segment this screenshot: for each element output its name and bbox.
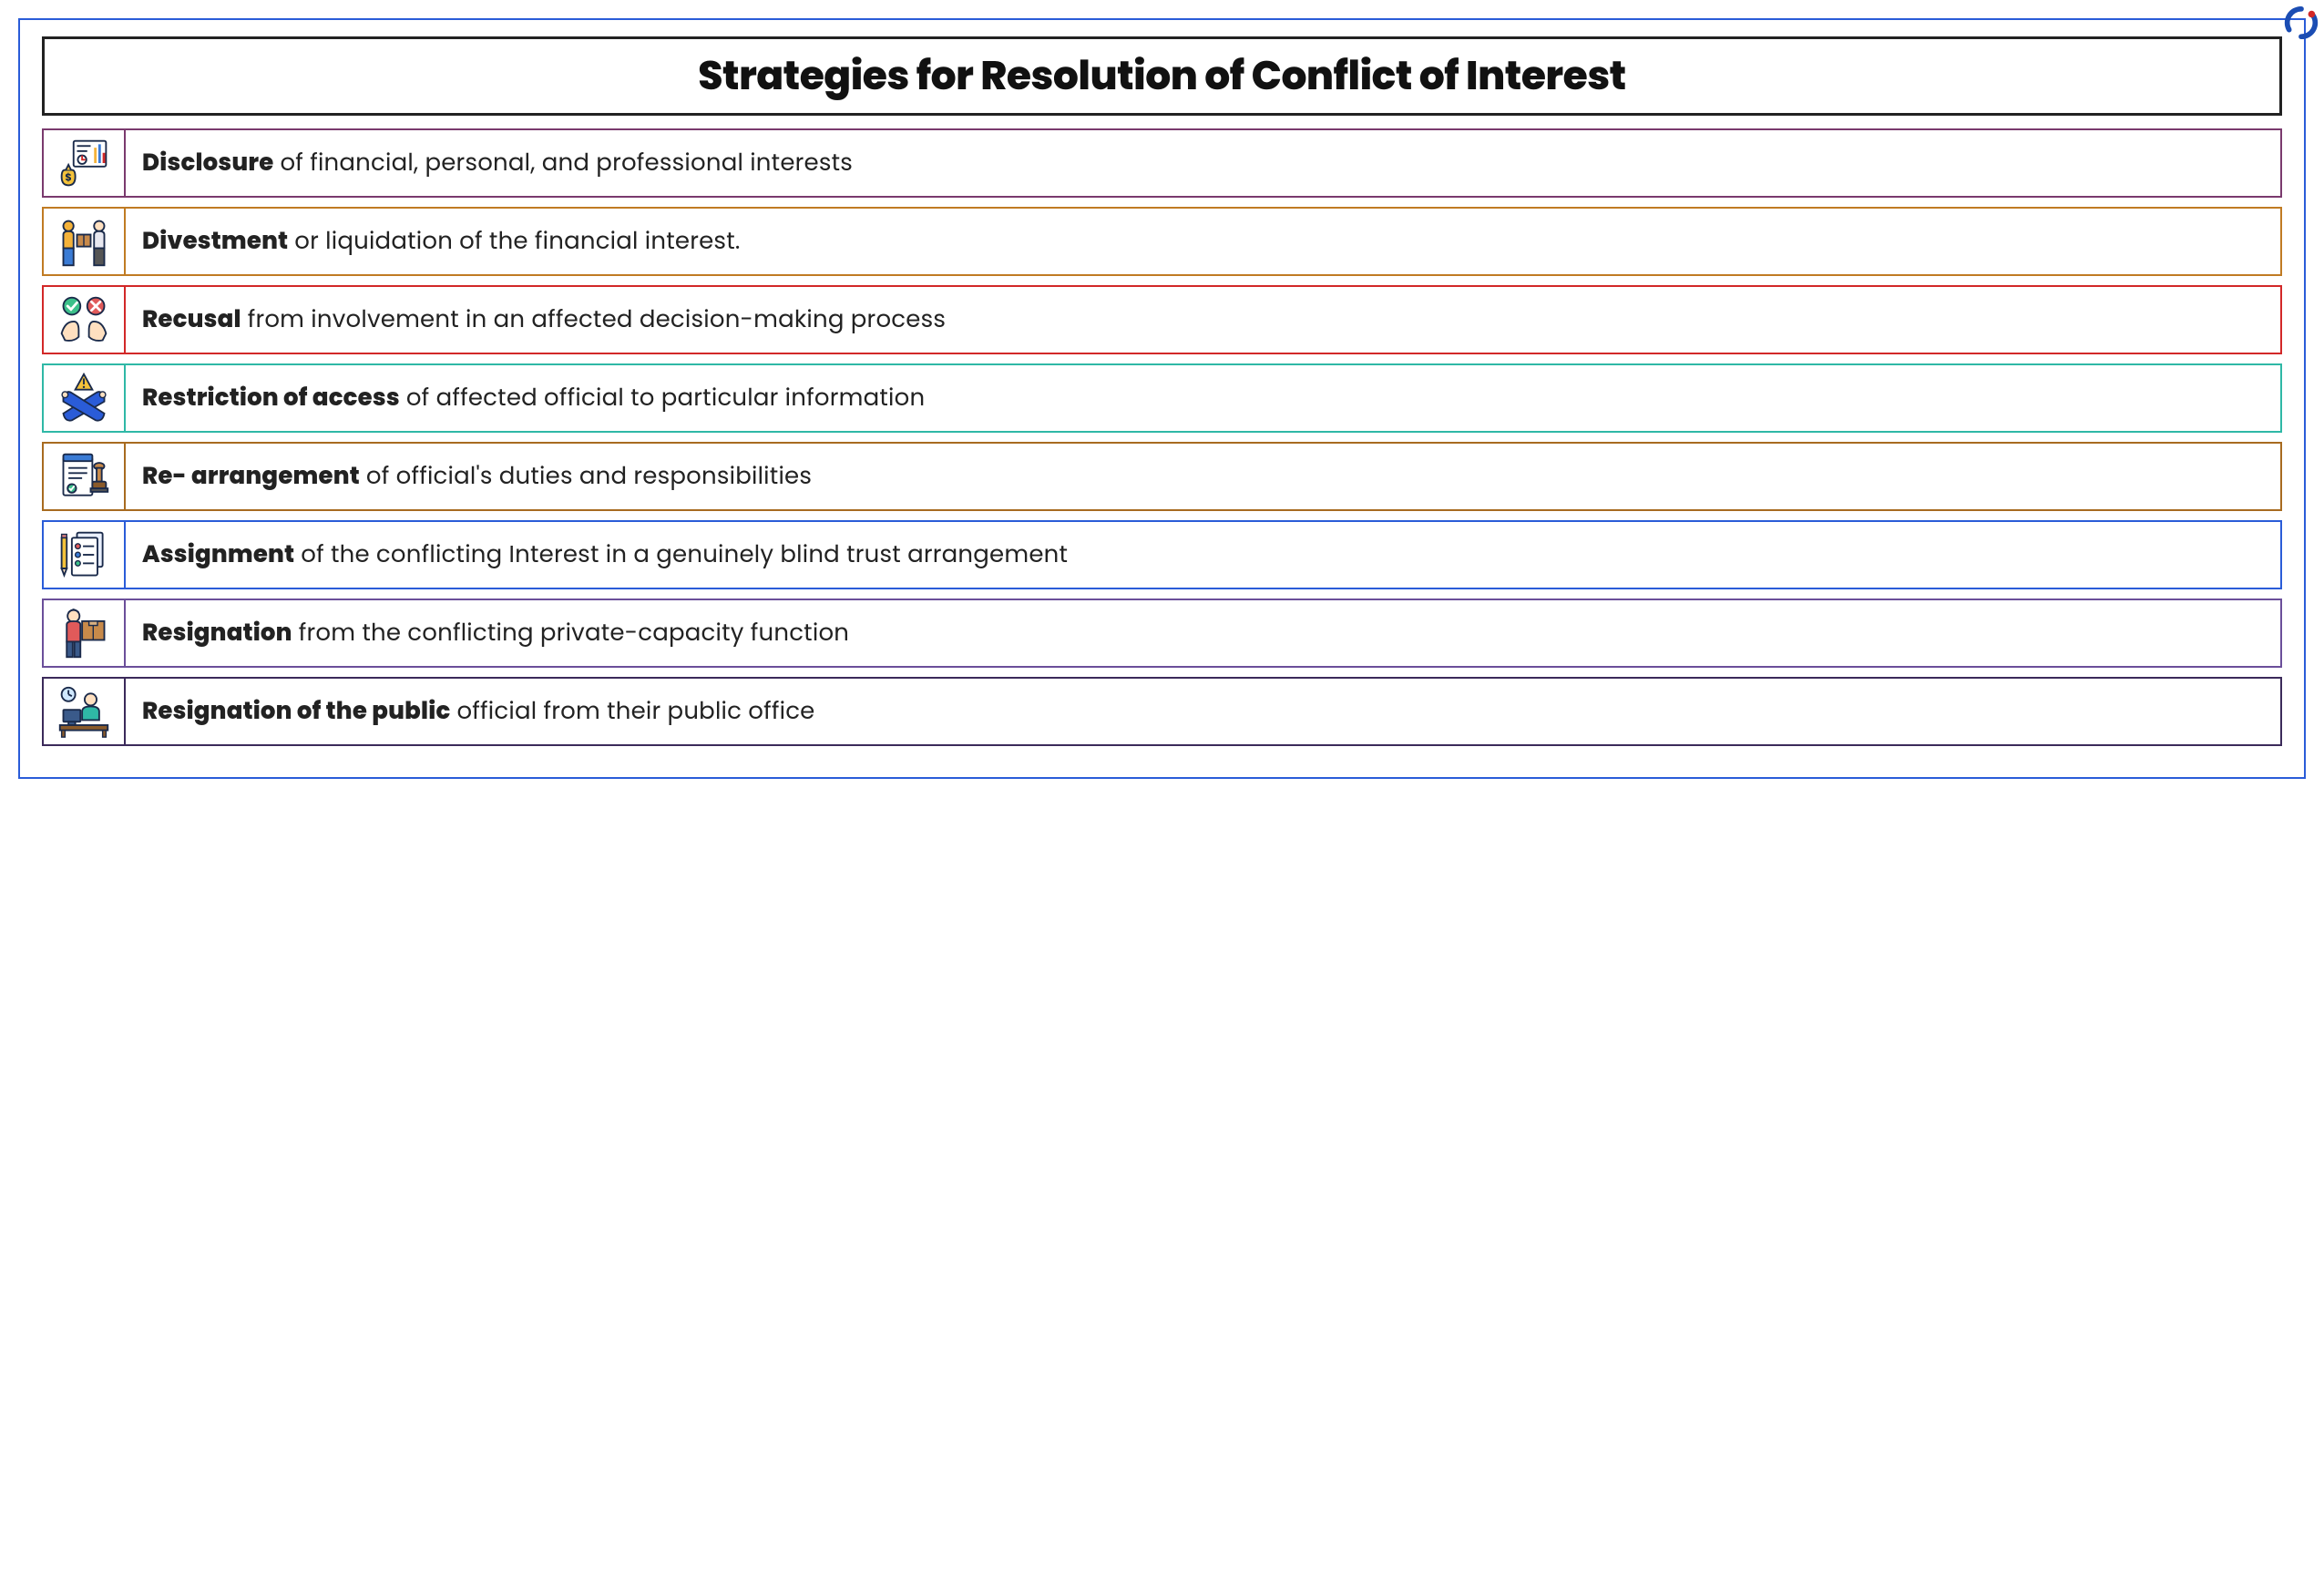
strategy-bold-term: Resignation	[142, 616, 292, 651]
strategy-bold-term: Recusal	[142, 302, 241, 338]
strategy-bold-term: Assignment	[142, 537, 294, 573]
strategy-description: of the conflicting Interest in a genuine…	[301, 537, 1068, 573]
strategy-row: Recusalfrom involvement in an affected d…	[42, 285, 2282, 354]
crossed-arms-warning-icon	[44, 365, 126, 431]
strategy-row: Assignmentof the conflicting Interest in…	[42, 520, 2282, 589]
strategy-bold-term: Re- arrangement	[142, 459, 360, 495]
strategy-description: from the conflicting private-capacity fu…	[299, 616, 849, 651]
strategy-row: $ Disclosureof financial, personal, and …	[42, 128, 2282, 198]
page-title: Strategies for Resolution of Conflict of…	[698, 48, 1625, 104]
document-stamp-icon	[44, 444, 126, 509]
strategy-row: Resignationfrom the conflicting private-…	[42, 599, 2282, 668]
strategy-bold-term: Disclosure	[142, 146, 273, 181]
strategy-description: of affected official to particular infor…	[406, 381, 925, 416]
strategy-text: Divestmentor liquidation of the financia…	[126, 209, 2280, 274]
desk-clock-person-icon	[44, 679, 126, 744]
strategy-text: Restriction of accessof affected officia…	[126, 365, 2280, 431]
strategy-description: or liquidation of the financial interest…	[294, 224, 740, 260]
handover-box-icon	[44, 209, 126, 274]
checklist-pencil-icon	[44, 522, 126, 588]
strategy-text: Re- arrangementof official's duties and …	[126, 444, 2280, 509]
strategy-description: of financial, personal, and professional…	[280, 146, 853, 181]
strategy-description: of official's duties and responsibilitie…	[366, 459, 812, 495]
strategy-bold-term: Resignation of the public	[142, 694, 450, 730]
infographic-frame: Strategies for Resolution of Conflict of…	[18, 18, 2306, 779]
strategy-description: from involvement in an affected decision…	[248, 302, 946, 338]
svg-text:$: $	[65, 170, 71, 185]
person-box-icon	[44, 600, 126, 666]
strategy-text: Resignation of the publicofficial from t…	[126, 679, 2280, 744]
strategy-text: Assignmentof the conflicting Interest in…	[126, 522, 2280, 588]
strategy-list: $ Disclosureof financial, personal, and …	[42, 128, 2282, 746]
brand-swirl-logo-icon	[2284, 5, 2319, 40]
strategy-bold-term: Divestment	[142, 224, 288, 260]
strategy-bold-term: Restriction of access	[142, 381, 400, 416]
strategy-row: Resignation of the publicofficial from t…	[42, 677, 2282, 746]
report-money-icon: $	[44, 130, 126, 196]
strategy-text: Disclosureof financial, personal, and pr…	[126, 130, 2280, 196]
strategy-row: Divestmentor liquidation of the financia…	[42, 207, 2282, 276]
hands-yes-no-icon	[44, 287, 126, 353]
strategy-description: official from their public office	[456, 694, 814, 730]
strategy-text: Resignationfrom the conflicting private-…	[126, 600, 2280, 666]
strategy-row: Re- arrangementof official's duties and …	[42, 442, 2282, 511]
strategy-row: Restriction of accessof affected officia…	[42, 363, 2282, 433]
title-box: Strategies for Resolution of Conflict of…	[42, 36, 2282, 116]
strategy-text: Recusalfrom involvement in an affected d…	[126, 287, 2280, 353]
